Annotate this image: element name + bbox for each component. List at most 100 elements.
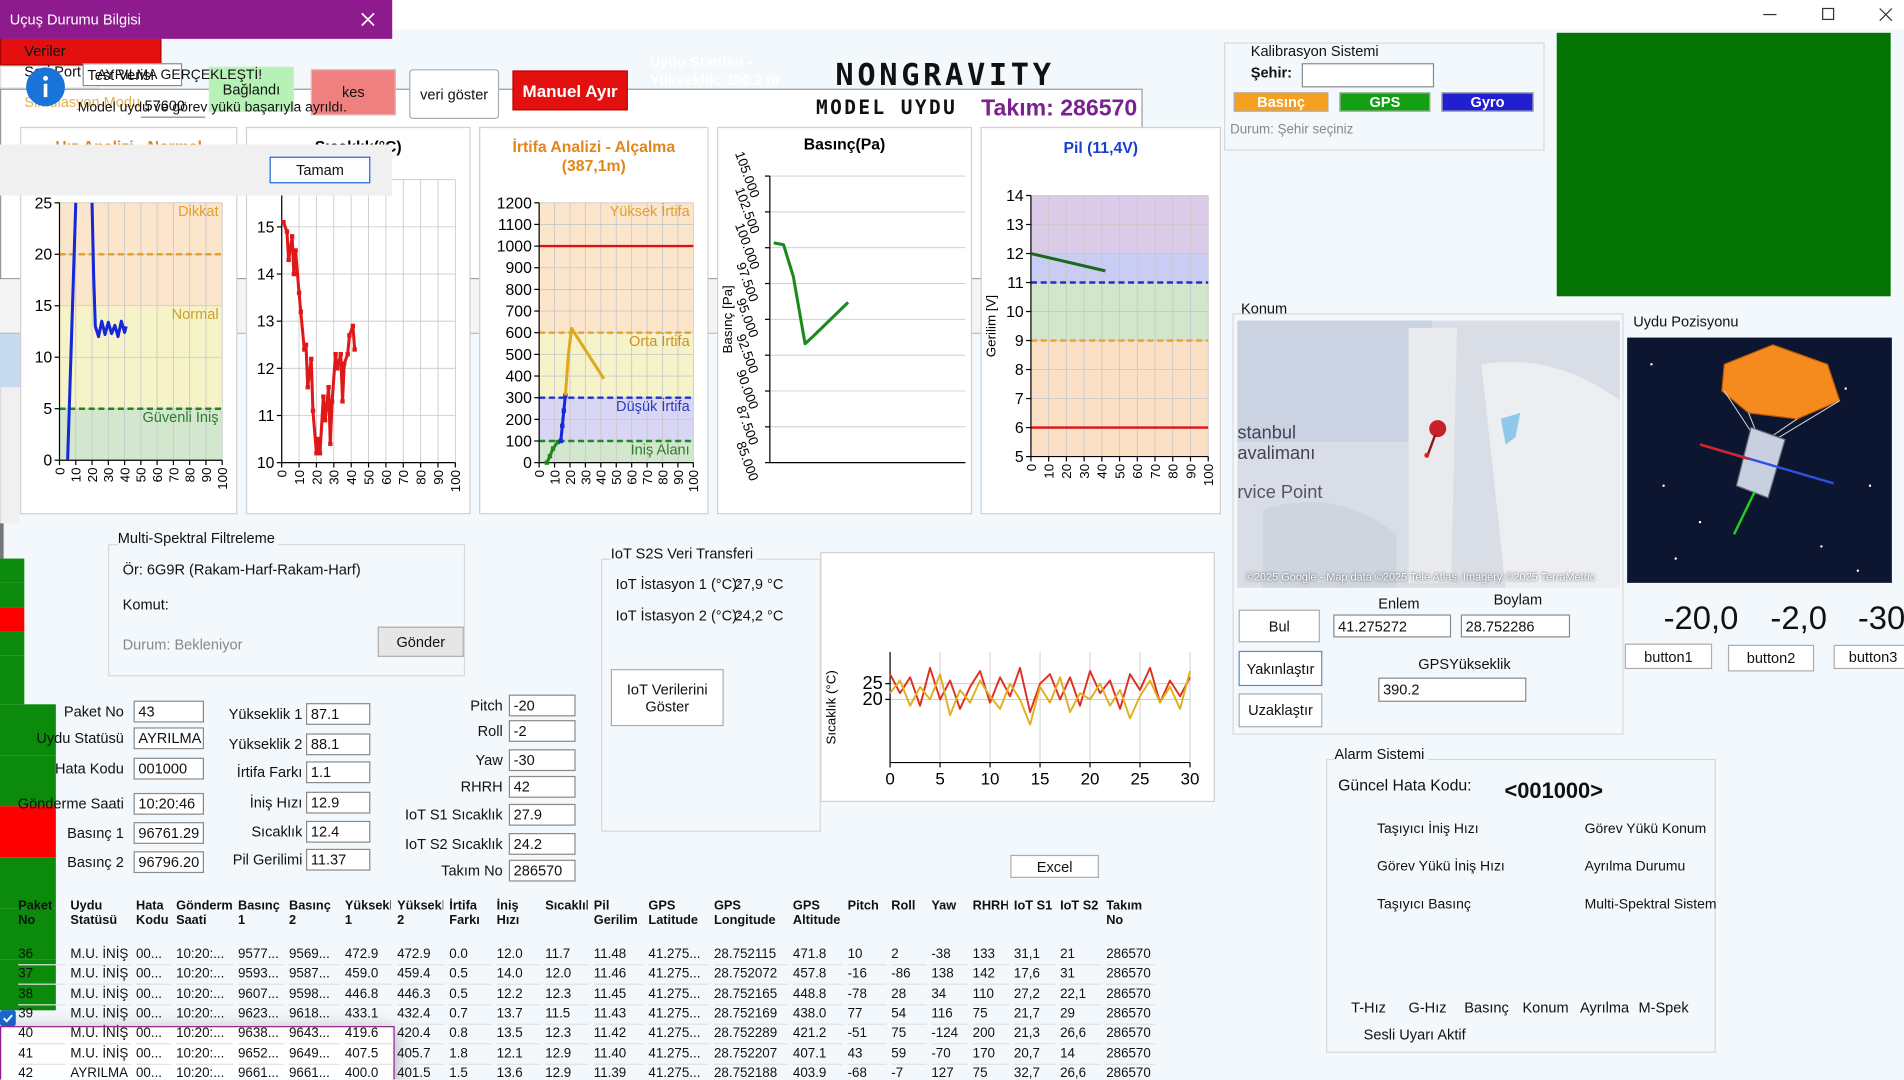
table-cell: 0.5 bbox=[449, 984, 492, 1005]
checkbox[interactable] bbox=[0, 1010, 16, 1027]
table-cell: 110 bbox=[972, 984, 1010, 1005]
table-cell: 27,2 bbox=[1013, 984, 1056, 1005]
zoom-out-button[interactable]: Uzaklaştır bbox=[1238, 693, 1323, 728]
dialog-message: Model uydu ve görev yükü başarıyla ayrıl… bbox=[77, 100, 348, 116]
field-value[interactable]: AYRILMA bbox=[133, 727, 205, 750]
disconnect-button[interactable]: kes bbox=[310, 69, 396, 116]
field-value[interactable]: 286570 bbox=[508, 859, 576, 882]
position-button[interactable]: button3 bbox=[1833, 644, 1904, 670]
field-value[interactable]: 12.9 bbox=[306, 791, 371, 814]
table-cell: 34 bbox=[931, 984, 968, 1005]
dialog-close[interactable] bbox=[359, 11, 376, 28]
pressure-button[interactable]: Basınç bbox=[1233, 92, 1329, 112]
label: Güncel Hata Kodu: bbox=[1338, 775, 1472, 795]
text-input[interactable]: 28.752286 bbox=[1460, 614, 1571, 638]
table-cell: 9649... bbox=[289, 1044, 341, 1065]
position-button[interactable]: button1 bbox=[1624, 643, 1713, 670]
table-cell: 31,1 bbox=[1013, 945, 1056, 966]
field-value[interactable]: 12.4 bbox=[306, 820, 371, 843]
table-cell: 433.1 bbox=[344, 1004, 393, 1025]
alarm-bar-label: T-Hız bbox=[1351, 999, 1386, 1017]
alarm-bar bbox=[0, 755, 56, 807]
data-point bbox=[338, 352, 343, 357]
field-value[interactable]: 27.9 bbox=[508, 803, 576, 826]
table-cell: 31 bbox=[1060, 965, 1102, 986]
chart-title: İrtifa Analizi - Alçalma bbox=[512, 138, 675, 156]
field-value[interactable]: 1.1 bbox=[306, 761, 371, 784]
table-cell: 75 bbox=[891, 1024, 927, 1045]
data-line bbox=[889, 666, 1191, 714]
field-value[interactable]: 96796.20 bbox=[133, 851, 205, 874]
table-cell: 21,3 bbox=[1013, 1024, 1056, 1045]
field-value[interactable]: -30 bbox=[508, 749, 576, 772]
field-value[interactable]: 11.37 bbox=[306, 848, 371, 871]
column-header: Uydu Statüsü bbox=[70, 898, 118, 928]
alarm-bar-label: Basınç bbox=[1464, 999, 1509, 1017]
position-button[interactable]: button2 bbox=[1727, 644, 1815, 672]
data-point bbox=[329, 399, 335, 404]
field-value[interactable]: 10:20:46 bbox=[133, 792, 205, 815]
table-cell: 0.7 bbox=[449, 1004, 492, 1025]
data-point bbox=[561, 408, 567, 413]
text-input[interactable]: 390.2 bbox=[1378, 677, 1527, 702]
group-label: Alarm Sistemi bbox=[1334, 744, 1429, 764]
data-point bbox=[333, 352, 338, 357]
connect-button[interactable]: Bağlandı bbox=[208, 66, 294, 112]
send-button[interactable]: Gönder bbox=[377, 626, 464, 657]
table-cell: 12.3 bbox=[545, 984, 589, 1005]
table-cell: 471.8 bbox=[792, 945, 843, 966]
table-cell: 133 bbox=[972, 945, 1010, 966]
group-label: Uydu Pozisyonu bbox=[1633, 313, 1739, 331]
gps-button[interactable]: GPS bbox=[1339, 92, 1431, 112]
label: Ör: 6G9R (Rakam-Harf-Rakam-Harf) bbox=[122, 561, 361, 579]
y-tick-label: 14 bbox=[257, 266, 275, 283]
excel-button[interactable]: Excel bbox=[1010, 854, 1099, 878]
y-tick-label: 20 bbox=[35, 247, 53, 264]
text-input[interactable]: 57600 bbox=[140, 94, 206, 118]
data-point bbox=[291, 271, 297, 277]
x-tick-label: 60 bbox=[625, 470, 640, 485]
table-cell: -86 bbox=[891, 965, 927, 986]
x-tick-label: 40 bbox=[117, 468, 132, 483]
table-cell: 22,1 bbox=[1060, 984, 1102, 1005]
field-value[interactable]: 87.1 bbox=[306, 703, 371, 725]
x-tick-label: 50 bbox=[134, 468, 149, 483]
alarm-bar-label: M-Spek bbox=[1638, 999, 1689, 1017]
info-icon bbox=[26, 67, 66, 107]
table-cell: 9652... bbox=[238, 1044, 285, 1065]
field-value[interactable]: 42 bbox=[508, 775, 576, 798]
table-cell: M.U. İNİŞ bbox=[70, 1024, 132, 1045]
gyro-button[interactable]: Gyro bbox=[1441, 92, 1534, 112]
show-data-button[interactable]: veri göster bbox=[409, 69, 500, 120]
manual-separate-button[interactable]: Manuel Ayır bbox=[512, 70, 628, 111]
table-cell: 00... bbox=[136, 1004, 172, 1025]
find-button[interactable]: Bul bbox=[1238, 609, 1320, 643]
zoom-in-button[interactable]: Yakınlaştır bbox=[1238, 650, 1323, 687]
alarm-indicator bbox=[0, 680, 25, 705]
team-label: Takım: 286570 bbox=[981, 95, 1138, 122]
data-point bbox=[352, 347, 357, 352]
field-value[interactable]: -2 bbox=[508, 720, 576, 742]
x-tick-label: 0 bbox=[52, 468, 67, 475]
alarm-indicator bbox=[0, 631, 25, 656]
text-input[interactable]: 41.275272 bbox=[1333, 614, 1452, 638]
field-value[interactable]: 88.1 bbox=[306, 733, 371, 756]
data-point bbox=[563, 393, 568, 398]
alarm-indicator bbox=[0, 655, 25, 681]
group-label: IoT S2S Veri Transferi bbox=[610, 544, 757, 564]
ok-button[interactable]: Tamam bbox=[269, 156, 371, 184]
field-value[interactable]: 43 bbox=[133, 700, 205, 723]
combo-box[interactable]: Test Verisi bbox=[82, 63, 183, 87]
x-tick-label: 0 bbox=[275, 470, 290, 477]
field-value[interactable]: 96761.29 bbox=[133, 822, 205, 844]
table-cell: 14 bbox=[1060, 1044, 1102, 1065]
status-text: Durum: Bekleniyor bbox=[122, 636, 243, 654]
table-cell: 00... bbox=[136, 1063, 171, 1080]
field-value[interactable]: 24.2 bbox=[508, 833, 576, 855]
field-value[interactable]: 001000 bbox=[133, 757, 205, 780]
data-point bbox=[326, 385, 331, 390]
combo-box[interactable]: Şehir: bbox=[1301, 63, 1435, 88]
iot-show-button[interactable]: IoT Verilerini Göster bbox=[610, 669, 724, 727]
field-value[interactable]: -20 bbox=[508, 694, 576, 717]
field-label: Sıcaklık bbox=[251, 823, 303, 841]
